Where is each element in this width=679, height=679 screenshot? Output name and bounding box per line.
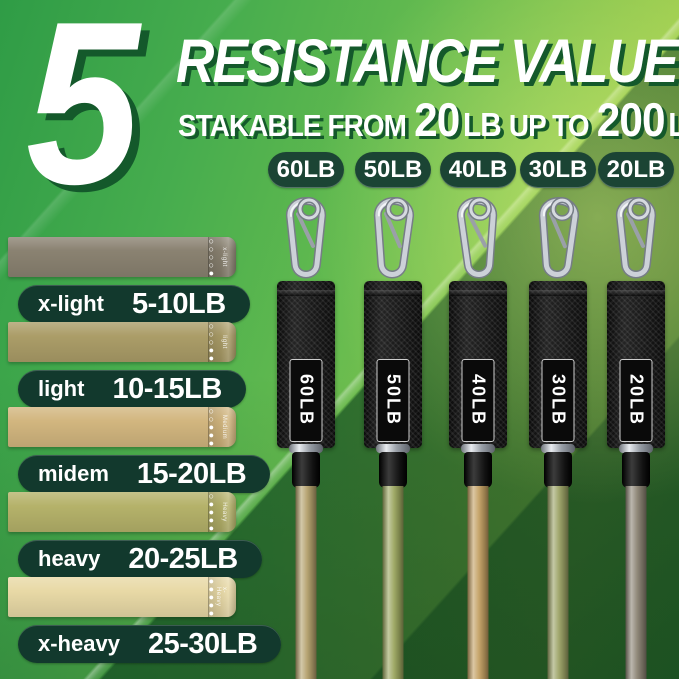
subtitle-high-unit: LBS [668,106,679,144]
loop-band-light: ○ ○ ○ ● ● light [8,321,236,363]
sleeve-stitch [529,290,587,296]
carabiner-icon [373,197,415,279]
sleeve-stitch [277,290,335,296]
weight-badge-20lb: 20LB [598,152,674,188]
band-range: 25-30LB [147,627,258,660]
tube-cap [379,452,407,488]
weight-badge-40lb: 40LB [440,152,516,188]
carabiner-icon [285,197,327,279]
band-range: 10-15LB [112,372,222,405]
band-side-label: light [221,335,227,349]
loop-band-x-heavy: ● ● ● ● ● x-Heavy [8,576,236,618]
headline-title: RESISTANCE VALUE [176,27,679,95]
band-dots-indicator: ● ● ● ● ● [208,576,214,618]
band-label-pill-x-heavy: x-heavy 25-30LB [18,625,282,663]
subtitle-low-unit: LB [462,106,502,143]
subtitle-mid: UP TO [508,108,590,143]
weight-badge-50lb: 50LB [355,152,431,188]
band-range: 5-10LB [132,287,226,320]
band-name: x-heavy [38,631,120,656]
nylon-sleeve: 50LB [364,281,422,448]
tube-cap [464,452,492,488]
band-fold [208,322,236,362]
band-range: 15-20LB [136,457,247,490]
loop-band-heavy: ○ ● ● ● ● Heavy [8,491,236,533]
sleeve-weight-text: 40LB [468,374,489,427]
resistance-tube [295,486,317,679]
sleeve-stitch [607,290,665,296]
band-side-label: Heavy [221,502,227,522]
subtitle-high-value: 200 [596,93,666,146]
band-dots-indicator: ○ ○ ○ ● ● [208,321,214,363]
nylon-sleeve: 20LB [607,281,665,448]
band-fold [208,237,236,277]
sleeve-weight-text: 50LB [383,374,404,427]
tube-cap [622,452,650,488]
band-dots-indicator: ○ ○ ● ● ● [208,406,214,448]
tube-cap-ring [289,444,323,453]
band-dots-indicator: ○ ● ● ● ● [208,491,214,533]
nylon-sleeve: 60LB [277,281,335,448]
resistance-tube [467,486,489,679]
sleeve-weight-text: 20LB [626,374,647,427]
resistance-tube [547,486,569,679]
carabiner-icon [456,196,498,279]
carabiner-icon [615,197,657,279]
sleeve-weight-text: 60LB [296,374,317,427]
loop-band-medium: ○ ○ ● ● ● Medium [8,406,236,448]
sleeve-stitch [364,290,422,296]
subtitle-prefix: STAKABLE FROM [178,108,407,143]
headline-number: 5 [26,0,140,233]
sleeve-weight-label: 30LB [541,359,575,442]
band-side-label: x-Heavy [215,587,227,607]
band-name: heavy [38,546,101,571]
band-label-pill-light: light 10-15LB [18,370,246,408]
sleeve-weight-label: 40LB [461,359,495,442]
band-fold [208,407,236,447]
loop-band-x-light: ○ ○ ○ ○ ● x-light [8,236,236,278]
tube-cap [544,452,572,488]
band-name: light [38,376,85,401]
band-label-pill-x-light: x-light 5-10LB [18,285,250,323]
band-fold [208,577,236,617]
band-fold [208,492,236,532]
sleeve-weight-text: 30LB [548,374,569,427]
headline-subtitle: STAKABLE FROM 20 LB UP TO 200 LBS [178,92,679,147]
tube-cap [292,452,320,488]
weight-badge-60lb: 60LB [268,152,344,188]
sleeve-weight-label: 60LB [289,359,323,442]
tube-cap-ring [376,444,410,453]
resistance-tube [625,486,647,679]
tube-cap-ring [619,444,653,453]
band-dots-indicator: ○ ○ ○ ○ ● [208,236,214,278]
resistance-tube [382,486,404,679]
band-name: x-light [38,291,104,316]
band-side-label: Medium [221,414,227,440]
subtitle-low-value: 20 [414,93,460,146]
sleeve-weight-label: 20LB [619,359,653,442]
carabiner-icon [538,197,580,279]
sleeve-weight-label: 50LB [376,359,410,442]
weight-badge-30lb: 30LB [520,152,596,188]
band-range: 20-25LB [128,542,238,575]
tube-cap-ring [541,444,575,453]
sleeve-stitch [449,290,507,296]
band-name: midem [38,461,109,486]
band-label-pill-heavy: heavy 20-25LB [18,540,262,578]
nylon-sleeve: 30LB [529,281,587,448]
tube-cap-ring [461,444,495,453]
band-label-pill-medium: midem 15-20LB [18,455,271,493]
band-side-label: x-light [221,247,227,267]
nylon-sleeve: 40LB [449,281,507,448]
